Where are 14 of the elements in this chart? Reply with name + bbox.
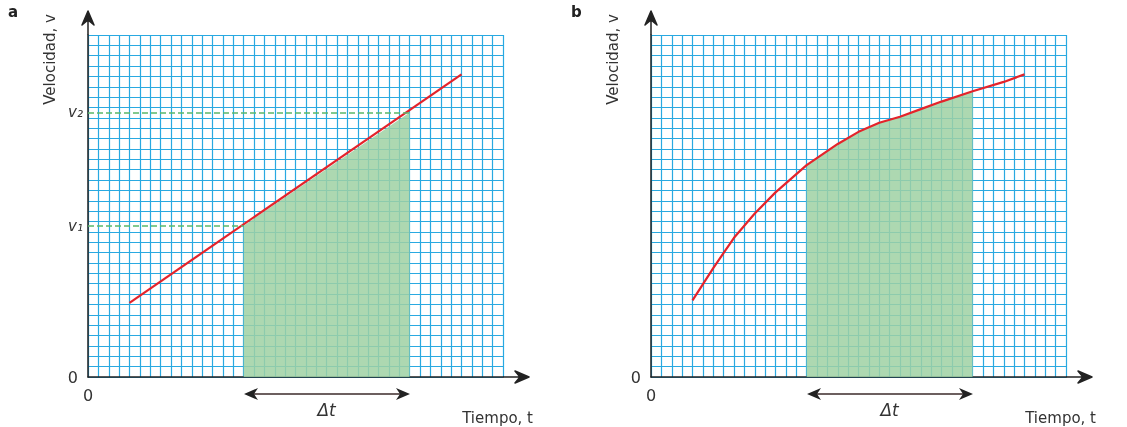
- x-axis-title: Tiempo, t: [1024, 409, 1097, 427]
- chart-title: b: [571, 2, 582, 21]
- chart-title: a: [8, 2, 19, 21]
- ref-line-label: v₁: [68, 216, 83, 235]
- y-axis-title: Velocidad, v: [604, 13, 622, 105]
- text: 0: [82, 385, 94, 405]
- ref-line-label: v₂: [68, 103, 83, 122]
- text: 0: [67, 367, 78, 387]
- text: 0: [630, 367, 641, 387]
- text: Δt: [315, 400, 338, 420]
- x-axis-title: Tiempo, t: [461, 409, 534, 427]
- text: 0: [645, 385, 657, 405]
- text: Δt: [878, 400, 901, 420]
- y-axis-title: Velocidad, v: [41, 13, 59, 105]
